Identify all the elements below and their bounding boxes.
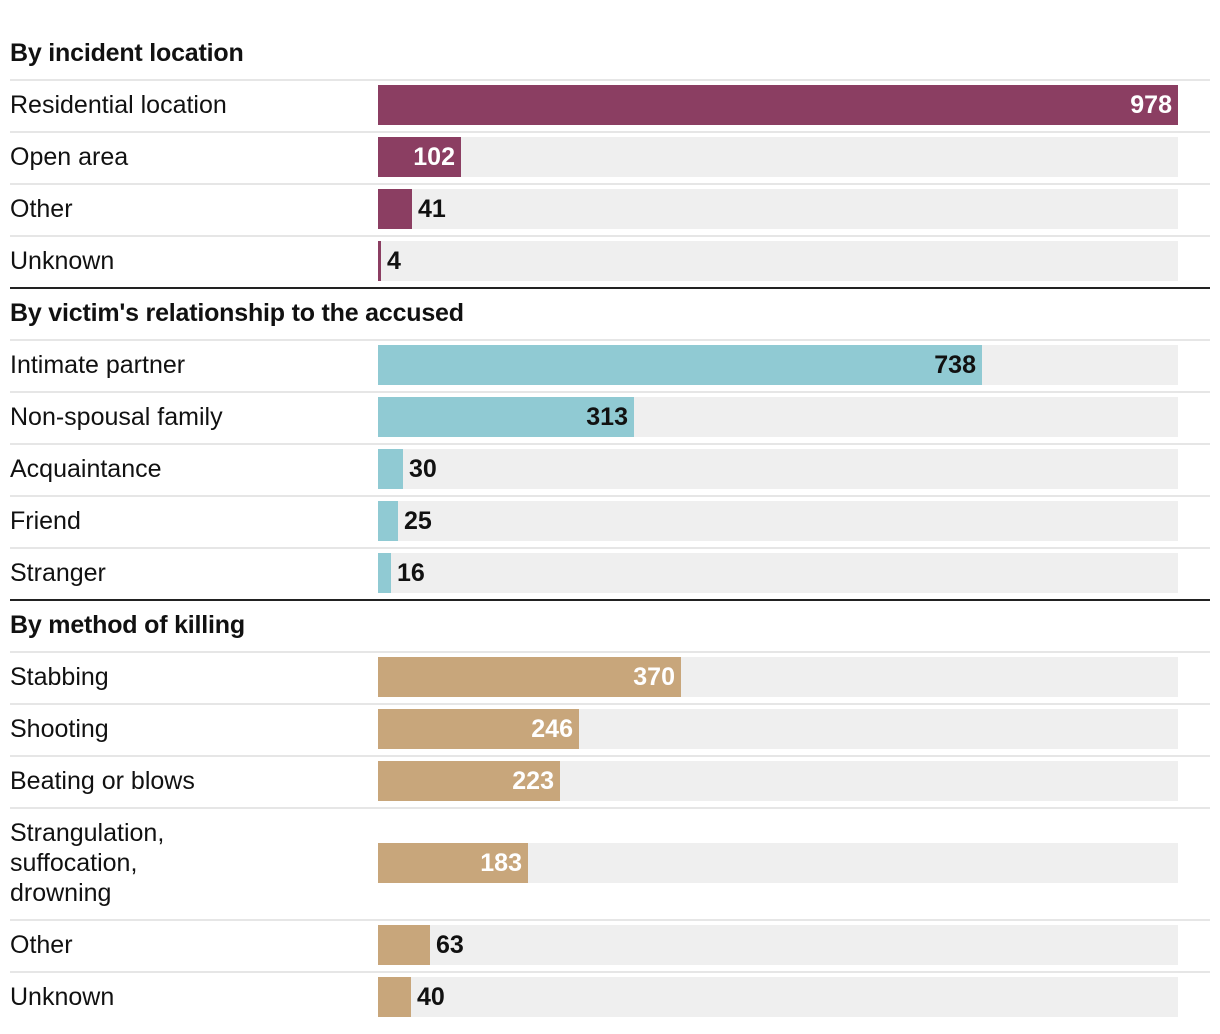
section-title: By incident location: [10, 39, 244, 67]
data-label: 4: [387, 247, 401, 275]
category-label: Acquaintance: [10, 455, 162, 483]
section-title: By method of killing: [10, 611, 245, 639]
row-separator: [10, 807, 1210, 809]
bar: [378, 241, 381, 281]
bar-track: [378, 241, 1178, 281]
bar: [378, 553, 391, 593]
bar: [378, 137, 461, 177]
bar-track: [378, 925, 1178, 965]
bar: [378, 761, 560, 801]
row-separator: [10, 495, 1210, 497]
row-separator: [10, 443, 1210, 445]
data-label: 40: [417, 983, 445, 1011]
category-label: Other: [10, 931, 73, 959]
row-separator: [10, 651, 1210, 653]
data-label: 102: [413, 143, 455, 171]
row-separator: [10, 391, 1210, 393]
bar-track: [378, 553, 1178, 593]
bar: [378, 189, 412, 229]
data-label: 738: [934, 351, 976, 379]
category-label: Shooting: [10, 715, 109, 743]
data-label: 41: [418, 195, 446, 223]
data-label: 246: [531, 715, 573, 743]
category-label: Strangulation, suffocation, drowning: [10, 819, 165, 907]
category-label: Stranger: [10, 559, 106, 587]
data-label: 223: [512, 767, 554, 795]
row-separator: [10, 183, 1210, 185]
category-label: Intimate partner: [10, 351, 186, 379]
section-title: By victim's relationship to the accused: [10, 299, 464, 327]
data-label: 16: [397, 559, 425, 587]
bar: [378, 85, 1178, 125]
row-separator: [10, 755, 1210, 757]
bar: [378, 345, 982, 385]
row-separator: [10, 339, 1210, 341]
category-label: Unknown: [10, 247, 115, 275]
bar-track: [378, 977, 1178, 1017]
row-separator: [10, 287, 1210, 289]
row-separator: [10, 599, 1210, 601]
bar: [378, 501, 398, 541]
data-label: 30: [409, 455, 437, 483]
category-label: Non-spousal family: [10, 403, 223, 431]
row-separator: [10, 235, 1210, 237]
row-separator: [10, 547, 1210, 549]
bar: [378, 925, 430, 965]
bar-track: [378, 189, 1178, 229]
bar: [378, 449, 403, 489]
category-label: Unknown: [10, 983, 115, 1011]
data-label: 25: [404, 507, 432, 535]
bar: [378, 657, 681, 697]
category-label: Other: [10, 195, 73, 223]
row-separator: [10, 79, 1210, 81]
data-label: 370: [633, 663, 675, 691]
category-label: Beating or blows: [10, 767, 195, 795]
data-label: 183: [480, 849, 522, 877]
row-separator: [10, 131, 1210, 133]
row-separator: [10, 971, 1210, 973]
bar: [378, 843, 528, 883]
category-label: Residential location: [10, 91, 227, 119]
category-label: Stabbing: [10, 663, 109, 691]
row-separator: [10, 703, 1210, 705]
bar: [378, 397, 634, 437]
bar-track: [378, 137, 1178, 177]
data-label: 63: [436, 931, 464, 959]
bar-track: [378, 501, 1178, 541]
category-label: Open area: [10, 143, 129, 171]
row-separator: [10, 919, 1210, 921]
category-label: Friend: [10, 507, 81, 535]
data-label: 978: [1130, 91, 1172, 119]
data-label: 313: [586, 403, 628, 431]
bar: [378, 709, 579, 749]
bar-track: [378, 449, 1178, 489]
bar: [378, 977, 411, 1017]
